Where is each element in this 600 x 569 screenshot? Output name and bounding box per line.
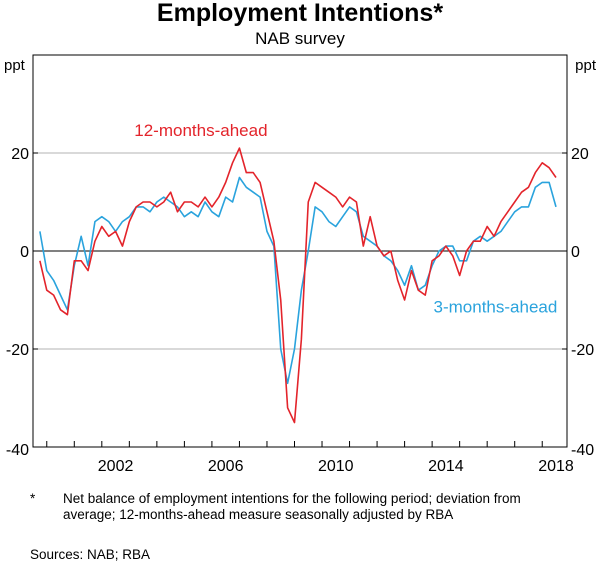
footnote-marker: * (30, 491, 36, 506)
x-tick-label-2006: 2006 (208, 458, 244, 475)
x-axis-ticks: 2002 2006 2010 2014 2018 (46, 441, 574, 475)
x-tick-label-2014: 2014 (428, 458, 464, 475)
x-tick-label-2010: 2010 (318, 458, 354, 475)
annotation-3-months-ahead: 3-months-ahead (434, 297, 558, 316)
y-tick-label-left: 20 (11, 146, 29, 163)
y-tick-label-left: -20 (6, 342, 29, 359)
x-tick-label-2018: 2018 (538, 458, 574, 475)
x-tick-label-2002: 2002 (98, 458, 134, 475)
y-tick-label-right: 0 (571, 244, 580, 261)
series-line-12-months-ahead (39, 147, 557, 424)
y-axis-unit-left: ppt (4, 57, 26, 74)
chart-title: Employment Intentions* (157, 0, 443, 27)
series-lines (39, 147, 557, 424)
series-line-3-months-ahead (39, 176, 557, 385)
y-axis-right-ticks: 20 0 -20 -40 (562, 146, 594, 459)
chart-subtitle: NAB survey (255, 29, 345, 48)
y-tick-label-right: -20 (571, 342, 594, 359)
y-axis-left-ticks: 20 0 -20 -40 (6, 146, 38, 459)
series-annotations: 12-months-ahead 3-months-ahead (134, 121, 557, 316)
y-tick-label-right: -40 (571, 442, 594, 459)
annotation-12-months-ahead: 12-months-ahead (134, 121, 267, 140)
y-axis-unit-right: ppt (575, 57, 597, 74)
y-tick-label-left: 0 (20, 244, 29, 261)
footnote-text: Net balance of employment intentions for… (63, 491, 521, 522)
y-tick-label-right: 20 (571, 146, 589, 163)
sources-note: Sources: NAB; RBA (30, 547, 151, 562)
y-tick-label-left: -40 (6, 442, 29, 459)
